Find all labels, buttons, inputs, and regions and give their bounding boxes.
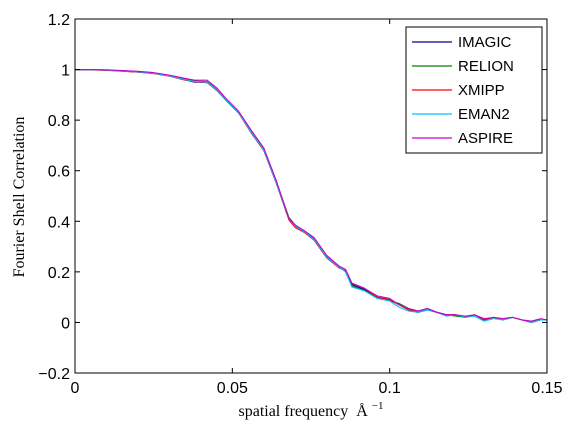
- y-tick-label: 0.4: [48, 214, 70, 231]
- x-axis-label-unit: Å: [356, 402, 368, 420]
- legend-label-xmipp: XMIPP: [458, 82, 505, 99]
- x-axis-label: spatial frequency Å −1: [238, 400, 383, 420]
- y-tick-label: 0.8: [48, 113, 70, 130]
- x-axis-label-unit-exponent: −1: [372, 400, 384, 412]
- y-tick-label: 1: [61, 63, 70, 80]
- y-tick-label: 0.6: [48, 164, 70, 181]
- y-tick-label: 0.2: [48, 265, 70, 282]
- series-line-eman2: [74, 69, 547, 323]
- x-tick-label: 0: [71, 380, 80, 397]
- legend-label-eman2: EMAN2: [458, 106, 510, 123]
- axis-ticks: 0 0.05 0.1 0.15−0.200.20.40.60.811.2: [38, 12, 562, 397]
- legend-label-aspire: ASPIRE: [458, 130, 513, 147]
- x-tick-label: 0.05: [217, 380, 248, 397]
- y-tick-label: 0: [61, 315, 70, 332]
- y-tick-label: −0.2: [38, 366, 70, 383]
- plot-content: [74, 69, 548, 323]
- y-tick-label: 1.2: [48, 12, 70, 29]
- x-tick-label: 0.15: [531, 380, 562, 397]
- plot-frame: [74, 18, 548, 374]
- x-axis-label-text: spatial frequency: [238, 403, 348, 420]
- y-axis-label: Fourier Shell Correlation: [11, 117, 28, 278]
- legend-label-relion: RELION: [458, 58, 514, 75]
- legend: IMAGIC RELION XMIPP EMAN2 ASPIRE: [405, 26, 543, 154]
- x-tick-label: 0.1: [379, 380, 401, 397]
- series-line-aspire: [74, 69, 548, 322]
- legend-label-imagic: IMAGIC: [458, 34, 512, 51]
